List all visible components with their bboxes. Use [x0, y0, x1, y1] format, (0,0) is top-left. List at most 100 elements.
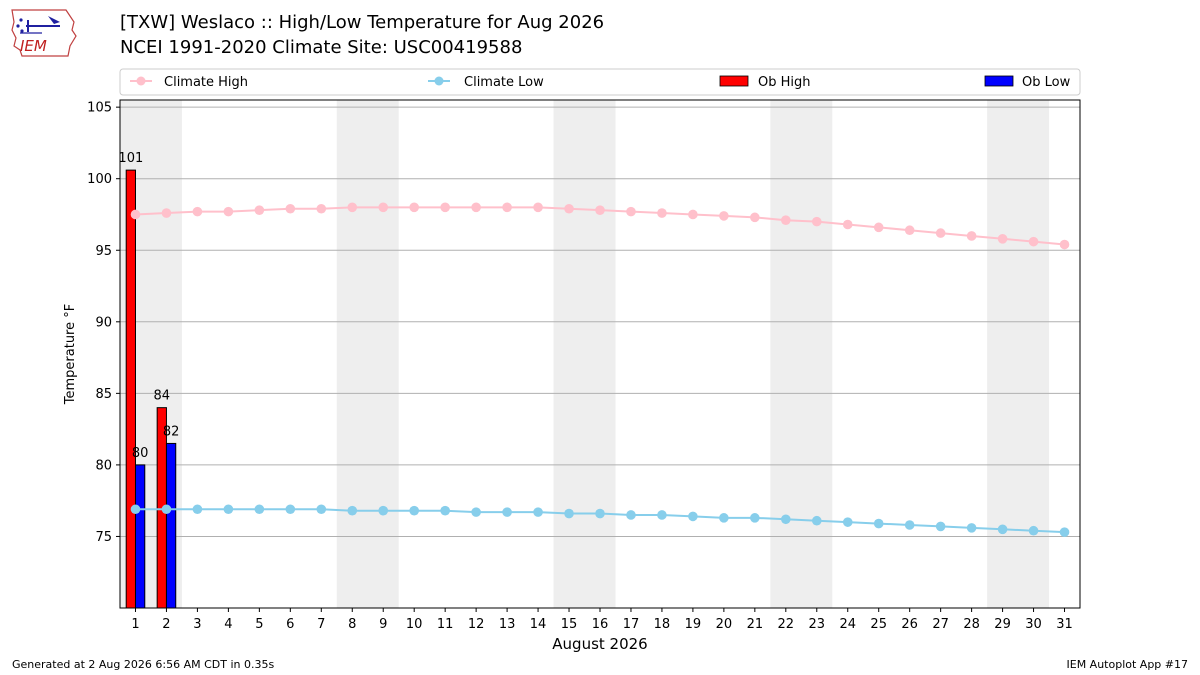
climate-high-point-day-10 — [409, 202, 419, 213]
climate-low-point-day-13 — [502, 507, 512, 517]
climate-low-point-day-24 — [842, 517, 853, 527]
climate-low-point-day-4 — [223, 504, 234, 515]
climate-high-point-day-14 — [533, 202, 543, 213]
x-tick-label-25: 25 — [870, 617, 887, 632]
climate-high-point-day-13 — [502, 202, 512, 213]
chart-subtitle: NCEI 1991-2020 Climate Site: USC00419588 — [120, 37, 523, 58]
x-axis: 1 2 3 4 5 6 7 8 9 10 11 12 13 14 15 16 17 18 19 20 21 22 23 24 2… — [131, 608, 1073, 632]
climate-high-point-day-30 — [1028, 236, 1039, 247]
climate-high-point-day-19 — [688, 209, 698, 220]
x-tick-label-28: 28 — [963, 617, 980, 632]
logo-text: IEM — [20, 37, 47, 55]
x-tick-label-13: 13 — [499, 617, 516, 632]
x-tick-label-8: 8 — [348, 617, 356, 632]
climate-low-point-day-30 — [1028, 525, 1039, 536]
legend: Climate High Climate Low Ob High Ob Low — [119, 68, 1081, 96]
x-tick-label-30: 30 — [1025, 617, 1042, 632]
climate-low-point-day-27 — [935, 521, 946, 532]
x-tick-label-7: 7 — [317, 617, 325, 632]
climate-high-point-day-31 — [1059, 239, 1070, 250]
climate-high-point-day-26 — [904, 225, 915, 236]
climate-low-point-day-10 — [409, 505, 419, 516]
x-tick-label-29: 29 — [994, 617, 1011, 632]
x-tick-label-15: 15 — [561, 617, 578, 632]
iem-logo: IEM — [11, 9, 77, 57]
climate-high-point-day-4 — [223, 206, 234, 217]
climate-high-point-day-1 — [130, 209, 141, 220]
x-tick-label-26: 26 — [901, 617, 918, 632]
climate-low-point-day-12 — [471, 507, 481, 517]
climate-high-point-day-22 — [781, 215, 791, 226]
climate-high-point-day-20 — [719, 211, 729, 221]
legend-label-ob-low: Ob Low — [1022, 75, 1071, 90]
climate-low-point-day-9 — [378, 505, 389, 516]
climate-low-point-day-19 — [688, 511, 698, 522]
climate-low-point-day-11 — [440, 505, 450, 516]
x-tick-label-21: 21 — [747, 617, 764, 632]
climate-lines — [130, 202, 1070, 537]
legend-label-climate-low: Climate Low — [464, 75, 544, 90]
climate-low-point-day-22 — [781, 514, 791, 525]
ob-high-label-day-1: 101 — [118, 151, 143, 166]
climate-high-point-day-17 — [626, 206, 636, 217]
y-tick-label-75: 75 — [95, 530, 112, 545]
climate-high-point-day-8 — [347, 202, 358, 213]
x-tick-label-6: 6 — [286, 617, 294, 632]
climate-low-point-day-31 — [1059, 527, 1070, 537]
y-tick-label-95: 95 — [95, 244, 112, 259]
x-tick-label-19: 19 — [685, 617, 702, 632]
ob-low-bar-day-1 — [134, 464, 146, 609]
y-axis: 75 80 85 90 95 100 105 — [87, 101, 120, 545]
grid-lines — [120, 106, 1080, 537]
x-tick-label-5: 5 — [255, 617, 263, 632]
climate-low-point-day-3 — [192, 504, 203, 515]
climate-high-point-day-23 — [811, 216, 822, 227]
climate-low-point-day-1 — [130, 504, 141, 515]
ob-low-label-day-2: 82 — [163, 424, 180, 439]
x-tick-label-18: 18 — [654, 617, 671, 632]
climate-high-point-day-7 — [316, 203, 327, 214]
climate-low-point-day-15 — [564, 508, 574, 519]
legend-label-climate-high: Climate High — [164, 75, 248, 90]
climate-low-point-day-7 — [316, 504, 327, 515]
legend-swatch-ob-high — [719, 75, 749, 87]
x-tick-label-2: 2 — [162, 617, 170, 632]
y-tick-label-90: 90 — [95, 315, 112, 330]
y-tick-label-85: 85 — [95, 387, 112, 402]
footer-generated: Generated at 2 Aug 2026 6:56 AM CDT in 0… — [12, 658, 275, 671]
x-tick-label-27: 27 — [932, 617, 949, 632]
weekend-bands — [120, 100, 1050, 608]
ob-low-label-day-1: 80 — [132, 446, 149, 461]
climate-low-point-day-29 — [997, 524, 1008, 535]
climate-high-point-day-11 — [440, 202, 450, 213]
x-tick-label-23: 23 — [809, 617, 826, 632]
weekend-band-4 — [987, 100, 1050, 608]
ob-high-label-day-2: 84 — [154, 389, 171, 404]
climate-high-point-day-25 — [873, 222, 884, 233]
x-tick-label-9: 9 — [379, 617, 387, 632]
x-tick-label-31: 31 — [1056, 617, 1073, 632]
climate-low-point-day-18 — [657, 510, 667, 520]
x-tick-label-20: 20 — [716, 617, 733, 632]
y-axis-label: Temperature °F — [63, 304, 78, 405]
climate-high-point-day-27 — [935, 228, 946, 238]
climate-high-point-day-3 — [192, 206, 203, 217]
footer-app: IEM Autoplot App #17 — [1066, 658, 1189, 671]
climate-high-point-day-15 — [564, 203, 574, 214]
climate-low-point-day-5 — [254, 504, 265, 515]
climate-high-point-day-21 — [750, 212, 760, 223]
x-tick-label-10: 10 — [406, 617, 423, 632]
legend-swatch-ob-low — [984, 75, 1014, 87]
x-tick-label-24: 24 — [839, 617, 856, 632]
ob-bars — [125, 169, 177, 609]
x-tick-label-14: 14 — [530, 617, 547, 632]
legend-frame — [119, 68, 1081, 96]
x-tick-label-22: 22 — [778, 617, 795, 632]
climate-low-point-day-28 — [966, 523, 977, 533]
climate-low-point-day-26 — [904, 520, 915, 530]
climate-high-point-day-28 — [966, 231, 977, 241]
y-tick-label-80: 80 — [95, 458, 112, 473]
weekend-band-2 — [553, 100, 616, 608]
legend-label-ob-high: Ob High — [758, 75, 811, 90]
climate-low-point-day-17 — [626, 510, 636, 520]
